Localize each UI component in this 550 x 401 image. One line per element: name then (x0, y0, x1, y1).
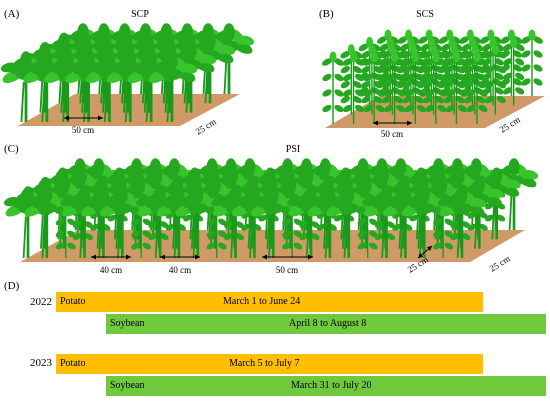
year-2022-label: 2022 (30, 296, 52, 308)
potato-bar-2022: Potato March 1 to June 24 (56, 292, 483, 312)
soybean-dates-2022: April 8 to August 8 (289, 318, 367, 329)
potato-dates-2023: March 5 to July 7 (229, 358, 300, 369)
potato-label-2022: Potato (60, 296, 86, 307)
panel-c-arrow-4 (417, 245, 433, 259)
panel-b-soil (325, 96, 545, 128)
panel-d-letter: (D) (4, 280, 20, 292)
panel-c-arrow-1 (91, 254, 131, 260)
soybean-bar-2022: Soybean April 8 to August 8 (106, 314, 546, 334)
soybean-dates-2023: March 31 to July 20 (291, 380, 372, 391)
panel-a-letter: (A) (4, 8, 20, 20)
year-2023-label: 2023 (30, 357, 52, 369)
potato-dates-2022: March 1 to June 24 (223, 296, 301, 307)
panel-a-row-arrow (64, 115, 103, 121)
panel-b-title: SCS (416, 9, 434, 20)
soybean-label-2023: Soybean (110, 380, 145, 391)
panel-c-plants (3, 158, 539, 259)
panel-a-plants (0, 23, 255, 123)
panel-c-spacing-2: 40 cm (169, 265, 191, 275)
panel-c-spacing-1: 40 cm (100, 265, 122, 275)
panel-b-row-arrow (373, 120, 412, 126)
soybean-bar-2023: Soybean March 31 to July 20 (106, 376, 546, 396)
soybean-label-2022: Soybean (110, 318, 145, 329)
panel-c-spacing-3: 50 cm (276, 265, 298, 275)
panel-c-letter: (C) (4, 143, 19, 155)
panel-b-plants (322, 29, 543, 124)
potato-bar-2023: Potato March 5 to July 7 (56, 354, 483, 374)
panel-c-arrow-2 (160, 254, 200, 260)
panel-c-depth-spacing: 25 cm (488, 253, 512, 273)
panel-a-depth-spacing: 25 cm (194, 116, 218, 136)
panel-a-row-spacing: 50 cm (72, 125, 94, 135)
panel-b-letter: (B) (319, 8, 334, 20)
panel-a-title: SCP (131, 9, 149, 20)
panel-c-arrow-3 (262, 254, 313, 260)
panel-c-title: PSI (286, 144, 300, 155)
potato-label-2023: Potato (60, 358, 86, 369)
panel-b-row-spacing: 50 cm (381, 129, 403, 139)
